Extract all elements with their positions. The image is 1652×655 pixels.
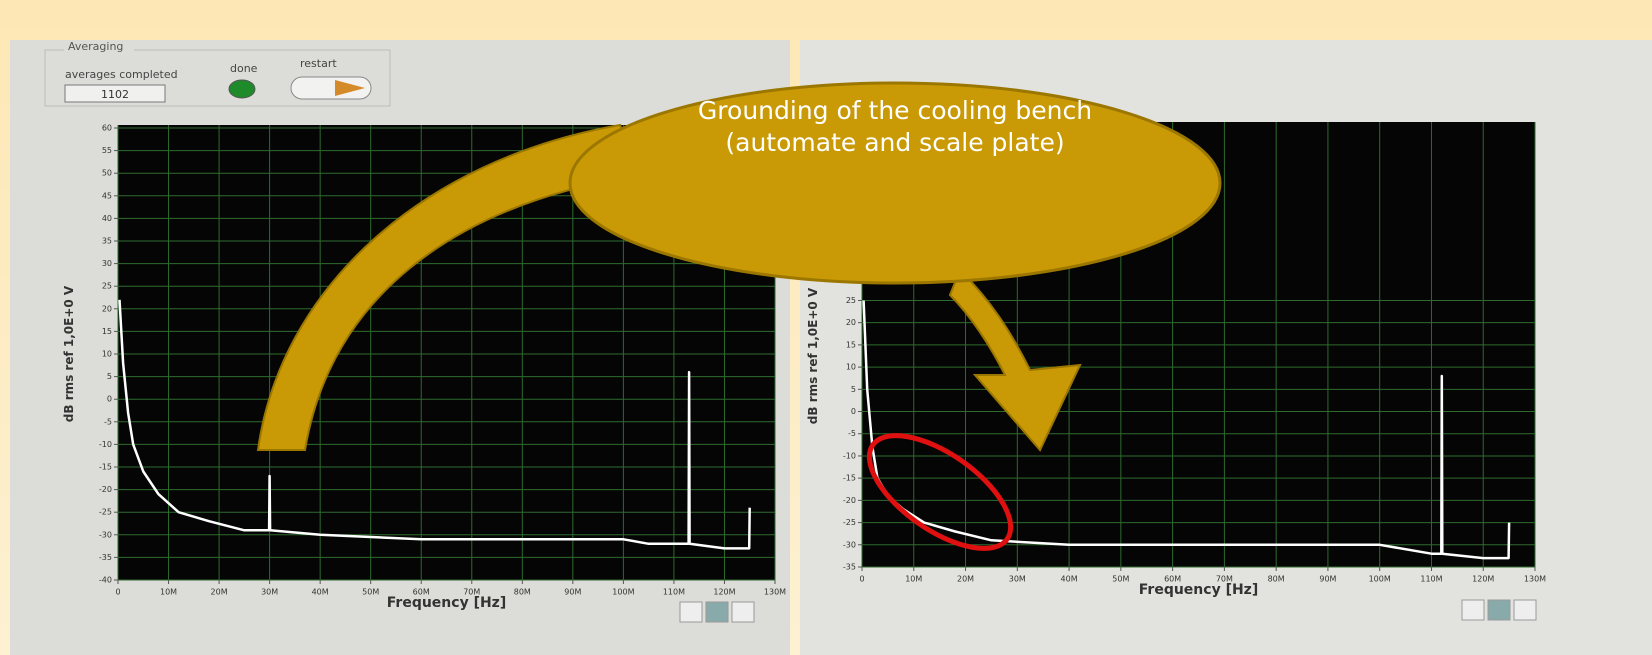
y-tick-label: -10: [99, 440, 112, 449]
y-tick-label: -5: [848, 429, 856, 438]
y-tick-label: -15: [843, 474, 856, 483]
x-tick-label: 80M: [1268, 575, 1285, 584]
y-tick-label: -20: [99, 485, 112, 494]
x-tick-label: 10M: [905, 575, 922, 584]
restart-label: restart: [300, 57, 337, 70]
x-tick-label: 20M: [211, 588, 228, 597]
y-tick-label: 10: [102, 350, 112, 359]
y-tick-label: 20: [846, 318, 856, 327]
y-tick-label: -30: [99, 530, 112, 539]
y-tick-label: -20: [843, 496, 856, 505]
done-label: done: [230, 62, 258, 75]
page: Averaging averages completed 1102 done r…: [0, 0, 1652, 655]
x-tick-label: 110M: [663, 588, 685, 597]
y-tick-label: 10: [846, 363, 856, 372]
x-tick-label: 30M: [1009, 575, 1026, 584]
x-axis-label: Frequency [Hz]: [387, 595, 506, 611]
x-axis-label: Frequency [Hz]: [1139, 582, 1258, 598]
y-tick-label: 20: [102, 304, 112, 313]
averages-value: 1102: [101, 88, 129, 101]
y-tick-label: -5: [104, 417, 112, 426]
callout-text: Grounding of the cooling bench (automate…: [690, 95, 1100, 159]
group-label: Averaging: [68, 40, 123, 53]
x-tick-label: 40M: [312, 588, 329, 597]
x-tick-label: 30M: [261, 588, 278, 597]
y-tick-label: 15: [102, 327, 112, 336]
y-tick-label: 25: [846, 296, 856, 305]
y-tick-label: 5: [107, 372, 112, 381]
y-axis-label: dB rms ref 1,0E+0 V: [806, 287, 820, 424]
x-tick-label: 120M: [713, 588, 735, 597]
y-tick-label: 25: [102, 282, 112, 291]
toolbar-left: [680, 602, 754, 622]
x-tick-label: 80M: [514, 588, 531, 597]
y-tick-label: 0: [107, 395, 112, 404]
done-led: [229, 80, 255, 98]
y-tick-label: -25: [843, 518, 856, 527]
y-tick-label: -15: [99, 463, 112, 472]
x-tick-label: 100M: [612, 588, 634, 597]
toolbar-right: [1462, 600, 1536, 620]
y-tick-label: 60: [102, 124, 112, 133]
x-tick-label: 130M: [1524, 575, 1546, 584]
x-tick-label: 130M: [764, 588, 786, 597]
x-tick-label: 120M: [1472, 575, 1494, 584]
x-tick-label: 50M: [362, 588, 379, 597]
y-tick-label: -35: [843, 563, 856, 572]
x-tick-label: 110M: [1420, 575, 1442, 584]
y-tick-label: -25: [99, 508, 112, 517]
y-tick-label: 40: [102, 214, 112, 223]
x-tick-label: 90M: [564, 588, 581, 597]
y-tick-label: 30: [102, 259, 112, 268]
x-tick-label: 40M: [1061, 575, 1078, 584]
x-tick-label: 90M: [1319, 575, 1336, 584]
x-tick-label: 50M: [1112, 575, 1129, 584]
y-tick-label: 5: [851, 385, 856, 394]
y-tick-label: -10: [843, 451, 856, 460]
y-tick-label: 45: [102, 191, 112, 200]
y-tick-label: 35: [102, 237, 112, 246]
x-tick-label: 0: [859, 575, 864, 584]
y-axis-label: dB rms ref 1,0E+0 V: [62, 285, 76, 422]
x-tick-label: 10M: [160, 588, 177, 597]
y-tick-label: 15: [846, 340, 856, 349]
y-tick-label: -40: [99, 576, 112, 585]
x-tick-label: 0: [115, 588, 120, 597]
x-tick-label: 100M: [1369, 575, 1391, 584]
y-tick-label: 0: [851, 407, 856, 416]
y-tick-label: -35: [99, 553, 112, 562]
y-tick-label: -30: [843, 540, 856, 549]
averages-label: averages completed: [65, 68, 178, 81]
y-tick-label: 50: [102, 169, 112, 178]
x-tick-label: 20M: [957, 575, 974, 584]
y-tick-label: 55: [102, 146, 112, 155]
